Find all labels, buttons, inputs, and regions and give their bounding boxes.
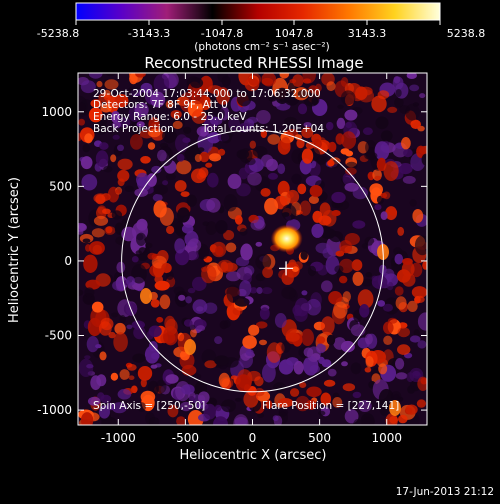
image-pattern [78, 73, 427, 425]
annotation-energy: Energy Range: 6.0 - 25.0 keV [93, 111, 247, 123]
flare-source [270, 224, 303, 253]
image-area [78, 73, 427, 425]
colorbar-tick-label: -5238.8 [37, 27, 79, 40]
annotation-flare-position: Flare Position = [227,141] [262, 400, 399, 412]
y-tick-label: 500 [49, 179, 72, 193]
y-tick-label: -1000 [37, 403, 72, 417]
y-tick-label: 0 [64, 254, 72, 268]
colorbar-ticks [75, 20, 441, 25]
annotation-method: Back Projection [93, 123, 174, 135]
annotation-spin-axis: Spin Axis = [250,-50] [93, 400, 205, 412]
footer-date: 17-Jun-2013 21:12 [396, 486, 494, 498]
y-axis-label: Heliocentric Y (arcsec) [7, 177, 22, 323]
y-tick-label: -500 [45, 329, 72, 343]
x-tick-label: -500 [172, 431, 199, 445]
annotation-time: 29-Oct-2004 17:03:44.000 to 17:06:32.000 [93, 88, 321, 100]
x-tick-label: -1000 [101, 431, 136, 445]
x-tick-label: 500 [308, 431, 331, 445]
colorbar [75, 2, 441, 21]
colorbar-unit-label: (photons cm⁻² s⁻¹ asec⁻²) [194, 41, 329, 53]
spin-axis-marker [279, 261, 294, 276]
y-tick-label: 1000 [41, 105, 72, 119]
info-annotations: 29-Oct-2004 17:03:44.000 to 17:06:32.000… [93, 88, 399, 412]
chart-title: Reconstructed RHESSI Image [144, 54, 363, 72]
x-tick-label: 0 [249, 431, 257, 445]
colorbar-tick-label: -3143.3 [128, 27, 170, 40]
colorbar-tick-label: 5238.8 [447, 27, 486, 40]
y-axis: 1000 500 0 -500 -1000 [37, 105, 427, 417]
colorbar-tick-label: 1047.8 [275, 27, 314, 40]
annotation-detectors: Detectors: 7F 8F 9F, Att 0 [93, 99, 228, 111]
x-axis: -1000 -500 0 500 1000 [101, 73, 402, 445]
solar-limb [121, 129, 384, 393]
colorbar-tick-label: -1047.8 [201, 27, 243, 40]
annotation-counts: Total counts: 1.20E+04 [201, 123, 324, 135]
x-tick-label: 1000 [371, 431, 402, 445]
x-axis-label: Heliocentric X (arcsec) [180, 448, 327, 463]
colorbar-tick-label: 3143.3 [348, 27, 387, 40]
